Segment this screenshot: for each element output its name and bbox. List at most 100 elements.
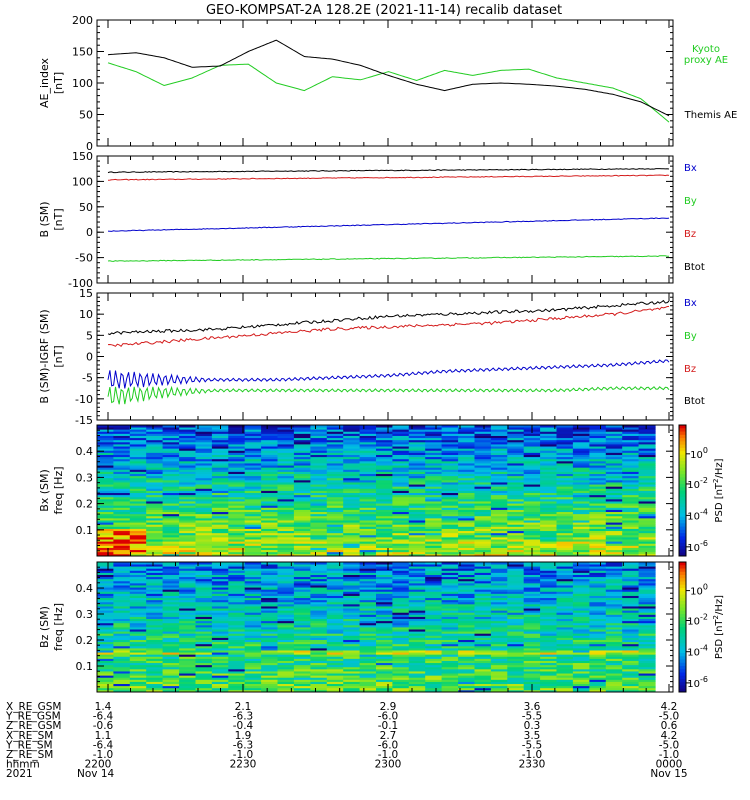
spectrogram-cell [146,591,164,594]
spectrogram-cell [129,624,147,628]
spectrogram-cell [589,433,607,436]
spectrogram-cell [113,606,131,609]
spectrogram-cell [540,536,558,540]
spectrogram-cell [605,441,623,445]
spectrogram-cell [179,629,197,632]
spectrogram-cell [343,496,361,500]
orbit-row-label: Y_RE_GSM [5,711,61,723]
spectrogram-cell [523,488,541,491]
spectrogram-cell [540,679,558,682]
spectrogram-cell [162,444,180,447]
spectrogram-cell [392,606,410,609]
spectrogram-cell [129,564,147,567]
spectrogram-cell [113,543,131,546]
spectrogram-cell [326,610,344,613]
spectrogram-cell [474,652,492,655]
spectrogram-cell [359,435,377,439]
spectrogram-cell [638,582,656,586]
spectrogram-cell [244,545,262,548]
spectrogram-cell [277,467,295,470]
spectrogram-cell [162,593,180,596]
spectrogram-cell [359,601,377,605]
spectrogram-cell [293,507,311,510]
spectrogram-cell [523,450,541,453]
spectrogram-cell [490,539,508,542]
spectrogram-cell [162,570,180,573]
spectrogram-cell [540,660,558,664]
spectrogram-cell [129,494,147,498]
spectrogram-cell [425,505,443,508]
spectrogram-cell [310,484,328,487]
spectrogram-cell [293,524,311,527]
spectrogram-cell [589,513,607,517]
spectrogram-cell [179,582,197,586]
spectrogram-cell [195,494,213,498]
spectrogram-cell [179,511,197,515]
spectrogram-cell [474,528,492,532]
spectrogram-cell [261,482,279,485]
spectrogram-cell [326,482,344,485]
spectrogram-cell [277,635,295,638]
plot-frame [96,292,674,421]
spectrogram-cell [556,578,574,582]
spectrogram-cell [556,494,574,498]
spectrogram-cell [523,572,541,575]
spectrogram-cell [326,671,344,674]
spectrogram-cell [179,591,197,594]
spectrogram-cell [228,677,246,680]
spectrogram-cell [441,679,459,682]
spectrogram-cell [605,606,623,609]
spectrogram-cell [326,477,344,481]
spectrogram-cell [113,568,131,571]
spectrogram-cell [97,498,114,502]
spectrogram-cell [97,624,114,628]
spectrogram-cell [343,591,361,594]
legend-label: Btot [684,262,705,273]
spectrogram-cell [605,662,623,666]
spectrogram-cell [97,564,114,567]
spectrogram-cell [228,553,246,557]
spectrogram-cell [97,572,114,575]
spectrogram-cell [474,482,492,485]
spectrogram-cell [261,492,279,496]
spectrogram-cell [490,431,508,434]
colorbar-segment [679,506,686,511]
spectrogram-cell [343,677,361,680]
spectrogram-cell [376,685,393,689]
spectrogram-cell [146,647,164,651]
spectrogram-cell [293,591,311,594]
spectrogram-cell [458,608,476,611]
spectrogram-cell [540,650,558,653]
spectrogram-cell [556,591,574,594]
spectrogram-cell [474,513,492,517]
spectrogram-cell [293,450,311,453]
spectrogram-cell [277,597,295,601]
spectrogram-cell [408,675,426,678]
spectrogram-cell [490,618,508,622]
spectrogram-cell [556,639,574,643]
spectrogram-cell [129,679,147,682]
spectrogram-cell [97,591,114,594]
spectrogram-cell [622,543,640,546]
spectrogram-cell [293,620,311,624]
spectrogram-cell [622,482,640,485]
spectrogram-cell [359,631,377,634]
spectrogram-cell [523,475,541,479]
spectrogram-cell [490,520,508,523]
spectrogram-cell [425,473,443,477]
spectrogram-cell [589,545,607,548]
spectrogram-cell [408,526,426,529]
spectrogram-cell [622,536,640,540]
spectrogram-cell [392,650,410,653]
spectrogram-cell [425,429,443,432]
spectrogram-cell [425,469,443,472]
spectrogram-cell [211,541,229,544]
spectrogram-cell [244,616,262,620]
spectrogram-cell [458,526,476,529]
spectrogram-cell [622,471,640,474]
spectrogram-cell [228,492,246,496]
spectrogram-cell [162,494,180,498]
spectrogram-cell [425,543,443,546]
spectrogram-cell [179,568,197,571]
spectrogram-cell [146,494,164,498]
